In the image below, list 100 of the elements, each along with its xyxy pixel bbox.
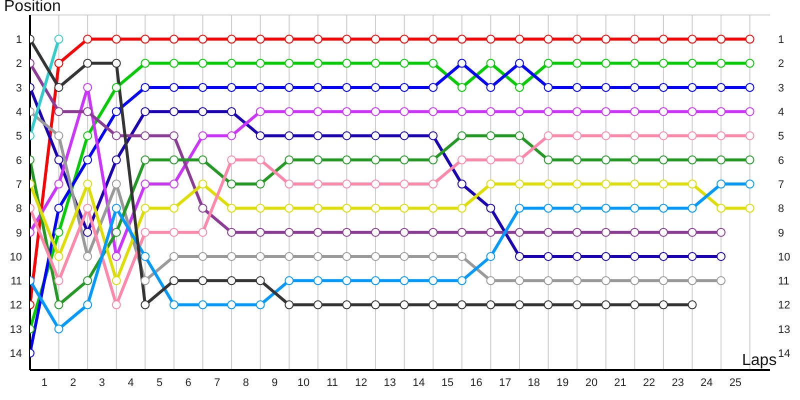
point xyxy=(572,82,582,92)
point xyxy=(601,34,610,44)
point xyxy=(371,82,380,92)
point xyxy=(400,180,409,189)
x-tick-label: 22 xyxy=(642,376,656,389)
point xyxy=(112,107,121,116)
point xyxy=(457,180,466,189)
point xyxy=(112,252,121,261)
y2-tick-label: 7 xyxy=(778,178,784,191)
point xyxy=(169,300,178,310)
point xyxy=(572,180,582,189)
y2-tick-label: 5 xyxy=(778,130,784,143)
point xyxy=(544,276,553,286)
point xyxy=(198,58,208,68)
point xyxy=(688,276,697,286)
point xyxy=(457,228,466,237)
point xyxy=(54,82,64,92)
point xyxy=(601,107,610,116)
point xyxy=(572,131,582,140)
point xyxy=(227,204,236,213)
point xyxy=(630,58,640,68)
point xyxy=(544,252,553,261)
point xyxy=(198,107,208,116)
point xyxy=(342,276,352,286)
point xyxy=(140,34,150,44)
point xyxy=(371,155,380,164)
point xyxy=(371,300,380,310)
point xyxy=(688,300,697,310)
point xyxy=(342,107,352,116)
point xyxy=(658,276,668,286)
x-tick-label: 12 xyxy=(355,376,368,389)
point xyxy=(745,204,754,213)
point xyxy=(544,82,553,92)
point xyxy=(572,58,582,68)
point xyxy=(112,228,121,237)
point xyxy=(400,252,409,261)
point xyxy=(601,58,610,68)
point xyxy=(688,252,697,261)
point xyxy=(342,228,352,237)
point xyxy=(400,107,409,116)
point xyxy=(716,204,726,213)
point xyxy=(688,107,697,116)
point xyxy=(83,131,92,140)
point xyxy=(601,131,610,140)
point xyxy=(428,252,438,261)
point xyxy=(486,276,496,286)
point xyxy=(428,82,438,92)
point xyxy=(140,82,150,92)
point xyxy=(227,58,236,68)
point xyxy=(601,300,610,310)
point xyxy=(601,155,610,164)
point xyxy=(371,34,380,44)
point xyxy=(716,155,726,164)
x-tick-label: 24 xyxy=(700,376,713,389)
point xyxy=(544,34,553,44)
point xyxy=(227,131,236,140)
point xyxy=(514,228,524,237)
point xyxy=(54,252,64,261)
point xyxy=(342,252,352,261)
point xyxy=(83,58,92,68)
point xyxy=(284,34,294,44)
point xyxy=(112,300,121,310)
point xyxy=(745,131,754,140)
y-tick-label: 14 xyxy=(10,348,22,360)
point xyxy=(630,131,640,140)
point xyxy=(658,252,668,261)
point xyxy=(83,107,92,116)
point xyxy=(169,228,178,237)
point xyxy=(169,252,178,261)
point xyxy=(140,107,150,116)
point xyxy=(514,34,524,44)
point xyxy=(688,180,697,189)
point xyxy=(198,180,208,189)
point xyxy=(313,180,322,189)
point xyxy=(457,252,466,261)
point xyxy=(371,204,380,213)
point xyxy=(169,204,178,213)
point xyxy=(198,82,208,92)
point xyxy=(457,34,466,44)
point xyxy=(227,155,236,164)
x-tick-label: 19 xyxy=(556,376,569,389)
point xyxy=(658,58,668,68)
point xyxy=(342,204,352,213)
point xyxy=(313,228,322,237)
point xyxy=(630,155,640,164)
point xyxy=(313,252,322,261)
point xyxy=(486,252,496,261)
point xyxy=(140,58,150,68)
point xyxy=(140,300,150,310)
y-tick-label: 13 xyxy=(10,324,22,336)
point xyxy=(83,252,92,261)
y-tick-label: 3 xyxy=(16,82,22,94)
point xyxy=(371,252,380,261)
point xyxy=(572,276,582,286)
point xyxy=(227,34,236,44)
point xyxy=(716,276,726,286)
point xyxy=(227,276,236,286)
point xyxy=(428,300,438,310)
point xyxy=(688,82,697,92)
point xyxy=(630,82,640,92)
